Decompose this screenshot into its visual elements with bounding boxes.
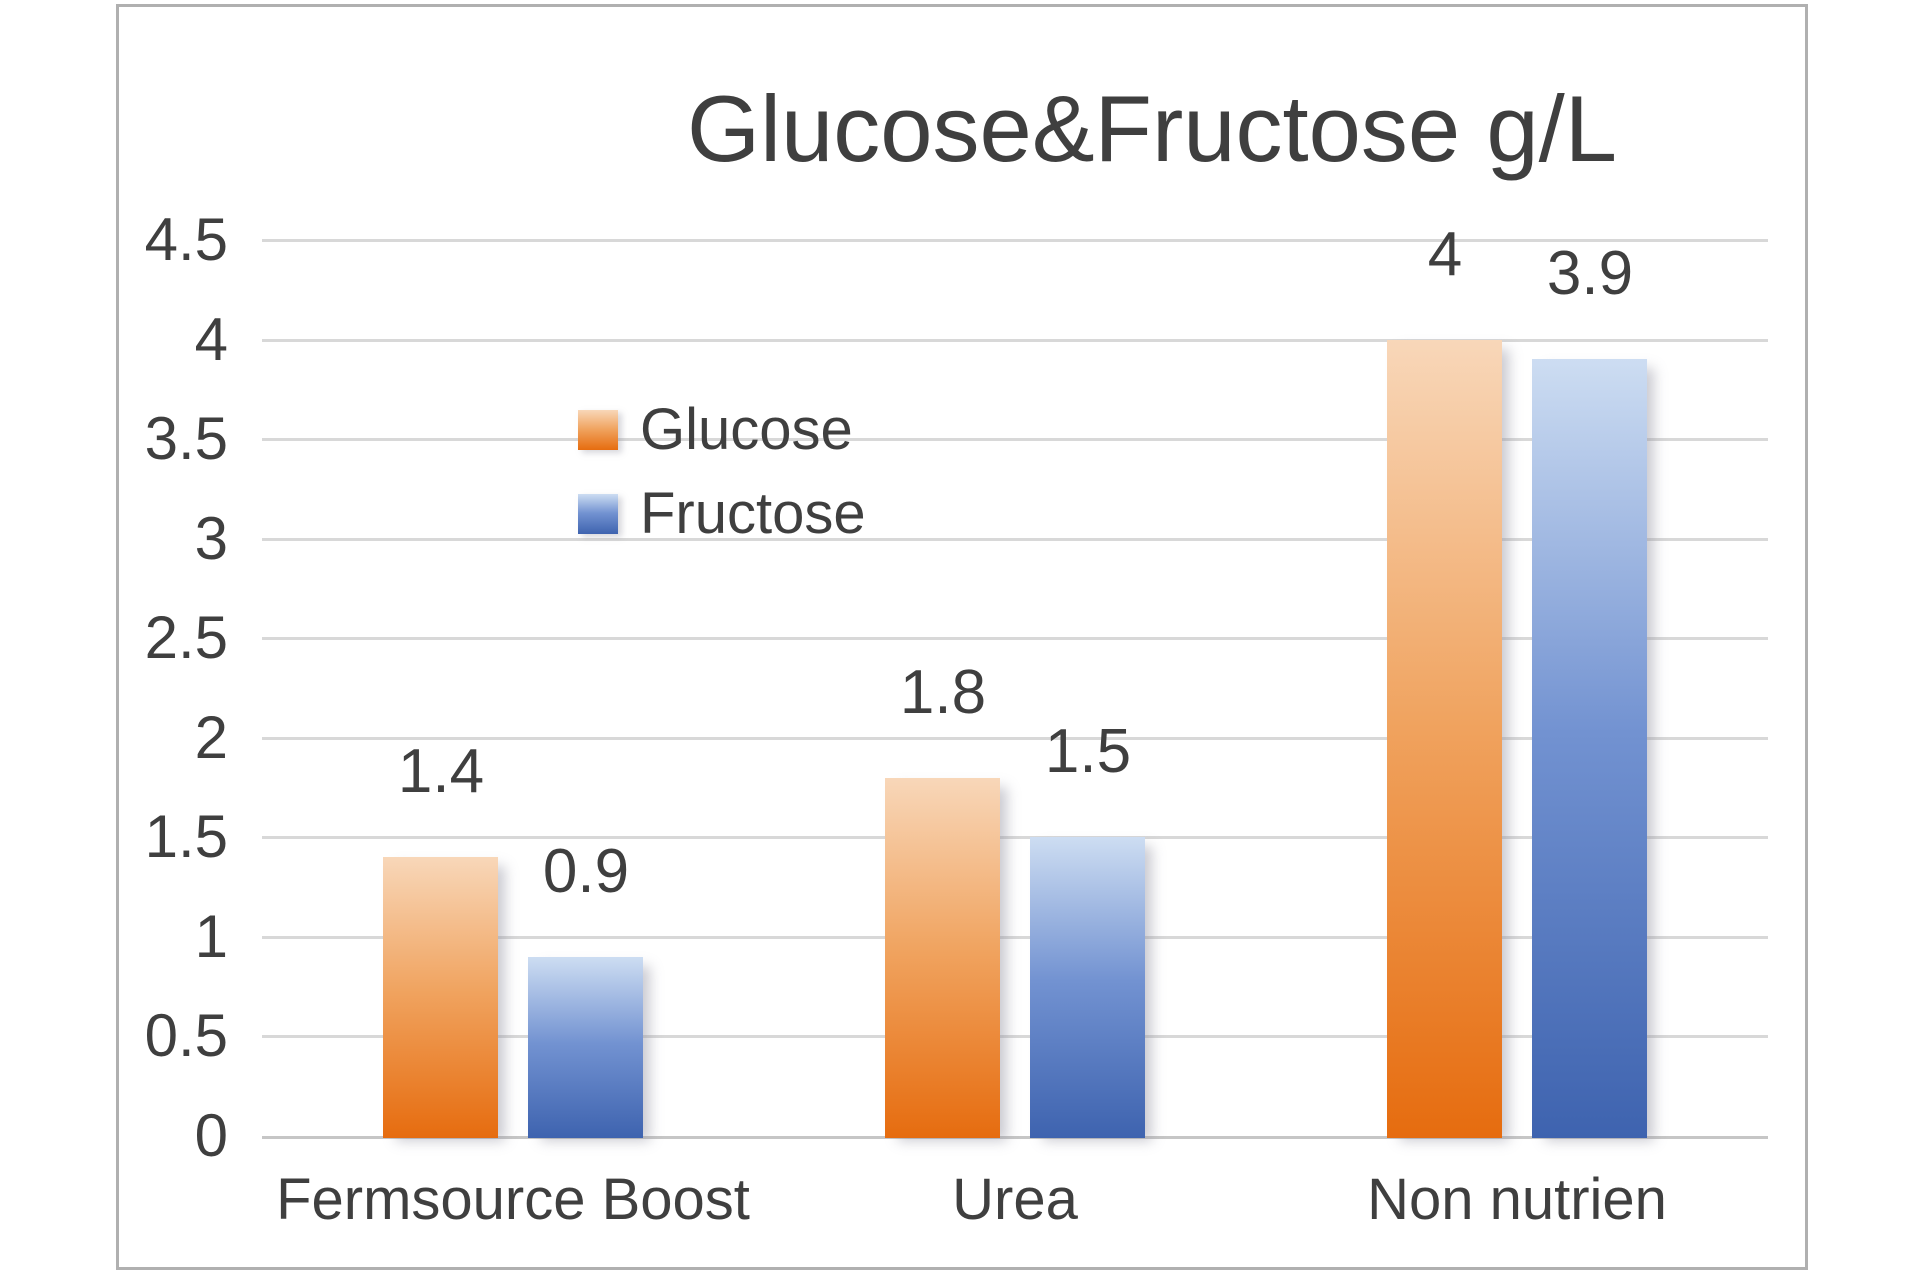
gridline [262, 1035, 1768, 1038]
legend: Glucose Fructose [578, 398, 866, 566]
legend-swatch-glucose [578, 410, 618, 450]
y-tick-label: 3.5 [144, 405, 228, 473]
bar-glucose [1387, 340, 1502, 1138]
bar-glucose [885, 778, 1000, 1138]
gridline [262, 737, 1768, 740]
gridline [262, 339, 1768, 342]
y-tick-label: 1.5 [144, 803, 228, 871]
bar-value-label: 0.9 [542, 837, 630, 906]
bar-fructose [1532, 359, 1647, 1138]
x-category-label: Non nutrien [1367, 1167, 1667, 1232]
bar-fructose [528, 957, 643, 1138]
legend-swatch-fructose [578, 494, 618, 534]
bar-value-label: 1.8 [899, 658, 987, 727]
bar-glucose [383, 857, 498, 1138]
gridline [262, 538, 1768, 541]
chart-title: Glucose&Fructose g/L [687, 76, 1617, 181]
bar-value-label: 3.9 [1546, 239, 1634, 308]
gridline [262, 438, 1768, 441]
x-axis-line [262, 1136, 1768, 1139]
y-tick-label: 2.5 [144, 604, 228, 672]
y-tick-label: 4.5 [144, 206, 228, 273]
legend-label: Fructose [640, 481, 866, 546]
legend-item-fructose: Fructose [578, 482, 866, 546]
bar-value-label: 1.5 [1044, 717, 1132, 786]
y-tick-label: 0.5 [144, 1002, 228, 1070]
bar-fructose [1030, 837, 1145, 1138]
y-tick-label: 3 [194, 504, 228, 572]
bar-value-label: 4 [1427, 220, 1463, 289]
y-tick-label: 2 [194, 703, 228, 771]
legend-item-glucose: Glucose [578, 398, 866, 462]
x-category-label: Urea [952, 1167, 1078, 1232]
bar-value-label: 1.4 [397, 737, 485, 806]
gridline [262, 637, 1768, 640]
gridline [262, 936, 1768, 939]
y-tick-label: 0 [194, 1102, 228, 1169]
y-tick-label: 4 [194, 305, 228, 373]
gridline [262, 239, 1768, 242]
gridline [262, 836, 1768, 839]
legend-label: Glucose [640, 397, 853, 462]
y-tick-label: 1 [194, 902, 228, 970]
x-category-label: Fermsource Boost [276, 1167, 750, 1232]
